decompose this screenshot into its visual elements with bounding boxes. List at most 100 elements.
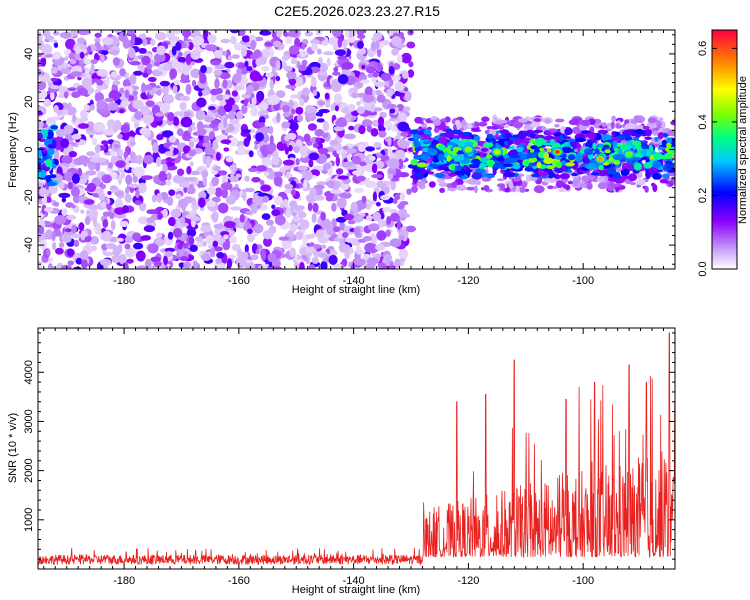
heatmap-cell: [171, 36, 176, 42]
heatmap-cell: [259, 30, 272, 36]
heatmap-cell: [60, 138, 70, 149]
heatmap-cell: [344, 30, 350, 38]
heatmap-cell: [47, 147, 55, 155]
x-tick-label: -180: [113, 575, 135, 587]
spectrogram-y-label: Frequency (Hz): [7, 112, 19, 188]
heatmap-cell: [453, 124, 458, 131]
heatmap-cell: [274, 214, 286, 226]
heatmap-cell: [361, 119, 373, 128]
heatmap-cell: [222, 50, 228, 56]
heatmap-cell: [145, 100, 155, 107]
heatmap-cell: [512, 163, 521, 170]
heatmap-cell: [303, 170, 313, 181]
heatmap-cell: [666, 142, 672, 148]
heatmap-cell: [241, 35, 251, 43]
heatmap-cell: [161, 264, 167, 269]
heatmap-cell: [313, 184, 325, 190]
heatmap-cell: [38, 162, 42, 168]
heatmap-cell: [278, 236, 290, 241]
heatmap-cell: [547, 185, 554, 190]
heatmap-cell: [610, 121, 615, 129]
heatmap-cell: [389, 261, 394, 267]
heatmap-cell: [172, 228, 183, 238]
heatmap-cell: [213, 165, 221, 172]
heatmap-cell: [244, 175, 250, 182]
heatmap-cell: [375, 201, 381, 207]
heatmap-cell: [485, 154, 493, 159]
heatmap-cell: [67, 260, 75, 266]
snr-panel: -180 -160 -140 -120 -100 1000 2000 3000 4000 Hei…: [7, 327, 676, 596]
heatmap-cell: [138, 63, 145, 74]
heatmap-cell: [120, 124, 130, 134]
heatmap-cell: [46, 248, 51, 256]
heatmap-cell: [164, 161, 176, 167]
heatmap-cell: [283, 30, 288, 37]
heatmap-cell: [102, 211, 112, 217]
heatmap-cell: [134, 110, 143, 120]
heatmap-cell: [328, 254, 338, 265]
heatmap-cell: [117, 133, 123, 140]
heatmap-cell: [568, 119, 580, 126]
heatmap-cell: [543, 177, 552, 183]
heatmap-cell: [585, 141, 595, 149]
heatmap-cell: [334, 237, 344, 242]
heatmap-cell: [61, 234, 72, 243]
heatmap-cell: [405, 225, 417, 233]
heatmap-cell: [288, 45, 300, 55]
heatmap-cell: [213, 69, 223, 76]
heatmap-cell: [376, 230, 387, 241]
heatmap-cell: [198, 191, 207, 200]
heatmap-cell: [236, 248, 243, 258]
heatmap-cell: [188, 236, 195, 245]
heatmap-cell: [480, 147, 489, 152]
heatmap-cell: [183, 261, 192, 269]
y-tick-label: 40: [23, 48, 35, 60]
heatmap-cell: [625, 122, 636, 129]
heatmap-cell: [428, 181, 436, 188]
heatmap-cell: [593, 148, 600, 154]
heatmap-cell: [385, 229, 391, 237]
heatmap-cell: [271, 266, 283, 269]
heatmap-cell: [509, 145, 515, 150]
heatmap-cell: [543, 157, 554, 165]
heatmap-cell: [191, 79, 197, 87]
heatmap-cell: [126, 258, 134, 264]
heatmap-cell: [271, 209, 281, 217]
heatmap-cell: [226, 258, 233, 269]
heatmap-cell: [613, 147, 620, 152]
heatmap-cell: [108, 89, 121, 101]
heatmap-cell: [337, 175, 349, 180]
heatmap-cell: [242, 190, 247, 202]
heatmap-cell: [114, 191, 124, 197]
heatmap-cell: [68, 52, 76, 60]
heatmap-cell: [261, 66, 270, 72]
heatmap-cell: [241, 93, 251, 99]
heatmap-cell: [91, 137, 97, 146]
heatmap-cell: [199, 73, 207, 84]
heatmap-cell: [670, 120, 675, 126]
heatmap-cell: [129, 151, 136, 158]
heatmap-cell: [67, 181, 73, 190]
y-tick-label: 1000: [23, 508, 35, 532]
heatmap-cell: [83, 230, 88, 237]
heatmap-cell: [394, 81, 405, 92]
spectrogram-x-label: Height of straight line (km): [292, 284, 420, 296]
heatmap-cell: [110, 155, 118, 165]
heatmap-cell: [346, 172, 351, 177]
heatmap-cell: [526, 152, 537, 159]
heatmap-cell: [142, 114, 154, 125]
heatmap-cell: [38, 111, 44, 116]
heatmap-cell: [182, 30, 192, 38]
heatmap-cell: [467, 123, 473, 129]
heatmap-cell: [41, 194, 48, 206]
x-tick-label: -100: [572, 275, 594, 287]
heatmap-cell: [65, 228, 72, 233]
heatmap-cell: [403, 87, 409, 92]
heatmap-peak: [465, 147, 471, 152]
heatmap-cell: [81, 77, 93, 89]
heatmap-cell: [257, 265, 262, 269]
heatmap-cell: [312, 89, 318, 97]
heatmap-cell: [564, 162, 575, 167]
heatmap-cell: [122, 79, 132, 88]
heatmap-cell: [398, 234, 405, 241]
